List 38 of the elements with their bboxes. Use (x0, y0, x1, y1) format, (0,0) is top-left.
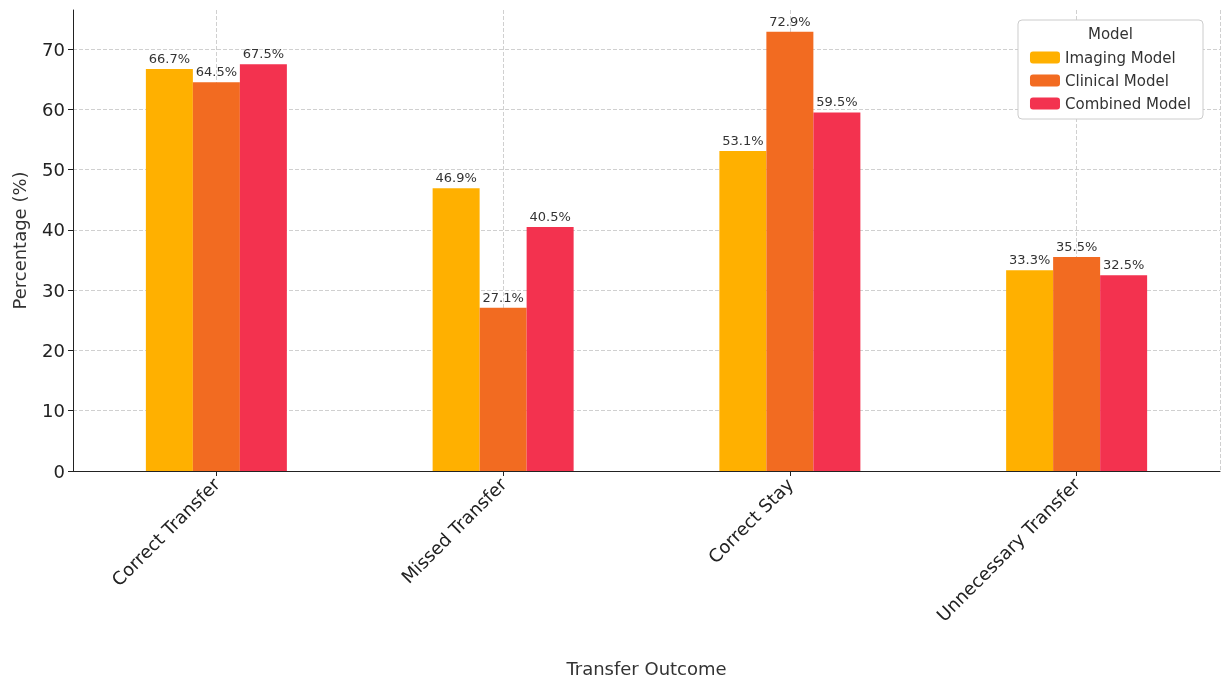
data-label: 40.5% (529, 208, 571, 224)
bar (526, 226, 574, 471)
data-label: 32.5% (1102, 257, 1145, 273)
legend-label: Imaging Model (1064, 48, 1176, 67)
bar (1006, 270, 1054, 471)
y-tick-label: 20 (42, 339, 65, 361)
data-label: 33.3% (1008, 252, 1051, 268)
y-axis-title: Percentage (%) (8, 171, 30, 310)
bar (719, 151, 767, 471)
data-label: 35.5% (1055, 239, 1098, 255)
bar (1053, 257, 1101, 471)
legend-label: Clinical Model (1064, 71, 1169, 90)
bar (479, 307, 527, 471)
bar (145, 69, 193, 471)
bar (239, 64, 287, 471)
data-label: 46.9% (435, 170, 477, 186)
y-tick-label: 70 (42, 38, 65, 60)
x-axis-title: Transfer Outcome (565, 657, 727, 679)
bar (766, 31, 814, 471)
data-label: 72.9% (769, 13, 811, 29)
bar (432, 188, 480, 471)
y-tick-label: 10 (42, 400, 65, 422)
bar (813, 112, 861, 471)
y-tick-label: 40 (42, 219, 65, 241)
data-label: 53.1% (722, 133, 764, 149)
bar (192, 82, 240, 471)
y-tick-label: 30 (42, 279, 65, 301)
data-label: 59.5% (816, 94, 858, 110)
data-label: 64.5% (195, 64, 238, 80)
data-label: 67.5% (242, 46, 285, 62)
legend-label: Combined Model (1064, 94, 1191, 113)
legend-title: Model (1087, 24, 1134, 43)
y-tick-label: 0 (53, 460, 65, 482)
data-label: 27.1% (482, 289, 524, 305)
data-label: 66.7% (148, 51, 191, 67)
y-tick-label: 60 (42, 98, 65, 120)
y-tick-label: 50 (42, 159, 65, 181)
bar (1100, 275, 1148, 471)
